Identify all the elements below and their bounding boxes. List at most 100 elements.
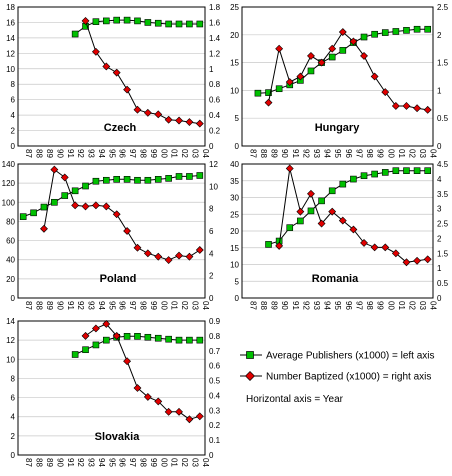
czech-baptized-point — [112, 68, 121, 77]
slovakia-right-tick-label: 0.6 — [209, 362, 221, 371]
romania-publishers-point — [328, 187, 336, 195]
hungary-x-tick-label: 92 — [301, 149, 310, 158]
czech-publishers-point — [154, 19, 162, 27]
czech-x-tick-label: 97 — [128, 149, 137, 158]
czech-left-tick-label: 10 — [6, 65, 15, 74]
czech-right-tick-label: 0.2 — [209, 127, 221, 136]
hungary-publishers-point — [328, 53, 336, 61]
romania-left-tick-label: 10 — [230, 261, 239, 270]
hungary-baptized-point — [275, 44, 284, 53]
poland-baptized-point — [71, 201, 80, 210]
czech-x-tick-label: 93 — [87, 149, 96, 158]
poland-x-tick-label: 91 — [66, 301, 75, 310]
hungary-publishers-point — [254, 89, 262, 97]
poland-baptized-point — [50, 165, 59, 174]
czech-baptized-point — [143, 108, 152, 117]
romania-right-tick-label: 2 — [437, 234, 442, 243]
poland-x-tick-label: 00 — [159, 301, 168, 310]
czech-right-tick-label: 0.8 — [209, 80, 221, 89]
slovakia-baptized-point — [175, 407, 183, 416]
romania-left-tick-label: 30 — [230, 194, 239, 203]
romania-publishers-point — [286, 224, 294, 231]
slovakia-publishers-point — [154, 334, 162, 342]
czech-x-tick-label: 03 — [190, 149, 199, 158]
hungary-right-tick-label: 2 — [437, 31, 442, 40]
slovakia-publishers-point — [123, 333, 131, 340]
czech-right-tick-label: 1.4 — [209, 34, 221, 43]
romania-publishers-point — [265, 241, 272, 248]
slovakia-baptized-point — [112, 331, 121, 340]
romania-publishers-point — [360, 172, 368, 180]
czech-right-tick-label: 0 — [209, 142, 214, 151]
slovakia-left-tick-label: 0 — [11, 451, 16, 460]
slovakia-publishers-point — [144, 333, 152, 341]
romania-plot-frame — [241, 163, 434, 299]
hungary-left-tick-label: 15 — [230, 59, 239, 68]
czech-publishers-point — [123, 16, 131, 24]
slovakia-right-tick-label: 0.5 — [209, 377, 221, 386]
poland-plot-frame — [17, 163, 206, 299]
slovakia-x-tick-label: 89 — [45, 458, 54, 467]
slovakia-publishers-point — [165, 335, 172, 343]
poland-right-tick-label: 8 — [209, 205, 214, 214]
czech-x-tick-label: 02 — [180, 149, 189, 158]
czech-x-tick-label: 96 — [118, 149, 127, 158]
slovakia-baptized-point — [81, 331, 90, 340]
czech-publishers-point — [196, 20, 204, 28]
slovakia-baptized-point — [185, 415, 194, 424]
legend-publishers-label: Average Publishers (x1000) = left axis — [266, 351, 435, 362]
slovakia-publishers-point — [82, 346, 89, 354]
romania-baptized-point — [381, 243, 390, 252]
romania-publishers-point — [424, 167, 431, 174]
slovakia-publishers-point — [103, 336, 110, 344]
slovakia-publishers-point — [186, 336, 193, 344]
hungary-publishers-point — [381, 29, 389, 36]
poland-x-tick-label: 98 — [138, 301, 147, 310]
legend-axis-note: Horizontal axis = Year — [246, 394, 344, 405]
czech-x-tick-label: 92 — [76, 149, 85, 158]
poland-right-tick-label: 6 — [209, 227, 214, 236]
hungary-publishers-point — [371, 30, 378, 38]
hungary-baptized-point — [402, 102, 411, 110]
czech-publishers-point — [175, 20, 183, 28]
slovakia-x-tick-label: 92 — [76, 458, 85, 467]
hungary-chart-title: Hungary — [315, 122, 361, 134]
romania-baptized-point — [317, 219, 326, 228]
legend-baptized-marker — [245, 371, 255, 381]
hungary-right-tick-label: 1.5 — [437, 59, 449, 68]
czech-left-tick-label: 14 — [6, 34, 15, 43]
hungary-left-tick-label: 25 — [230, 3, 239, 12]
romania-right-tick-label: 4.5 — [437, 160, 449, 169]
poland-publishers-point — [51, 198, 58, 206]
czech-x-tick-label: 94 — [97, 149, 106, 158]
poland-publishers-point — [175, 173, 183, 180]
czech-right-tick-label: 1.6 — [209, 18, 221, 27]
romania-x-tick-label: 98 — [365, 301, 374, 310]
czech-x-tick-label: 04 — [201, 149, 210, 158]
poland-publishers-point — [82, 182, 89, 190]
slovakia-right-tick-label: 0 — [209, 451, 214, 460]
poland-right-tick-label: 12 — [209, 160, 218, 169]
romania-x-tick-label: 87 — [248, 301, 257, 310]
czech-baptized-point — [154, 110, 163, 119]
poland-right-tick-label: 10 — [209, 182, 218, 191]
slovakia-right-tick-label: 0.1 — [209, 436, 221, 445]
czech-x-tick-label: 00 — [159, 149, 168, 158]
poland-publishers-point — [30, 209, 37, 217]
poland-baptized-point — [154, 252, 163, 261]
poland-publishers-point — [165, 175, 172, 182]
hungary-baptized-point — [317, 58, 326, 67]
hungary-baptized-point — [413, 104, 422, 113]
poland-left-tick-label: 80 — [6, 217, 15, 226]
czech-x-tick-label: 87 — [24, 149, 33, 158]
slovakia-x-tick-label: 97 — [128, 458, 137, 467]
poland-x-tick-label: 02 — [180, 301, 189, 310]
poland-baptized-point — [143, 249, 152, 258]
czech-left-tick-label: 4 — [11, 111, 16, 120]
poland-baptized-point — [195, 246, 204, 254]
slovakia-right-tick-label: 0.7 — [209, 347, 221, 356]
czech-baptized-point — [195, 119, 204, 128]
romania-right-tick-label: 0 — [437, 294, 442, 303]
poland-publishers-point — [134, 176, 141, 184]
